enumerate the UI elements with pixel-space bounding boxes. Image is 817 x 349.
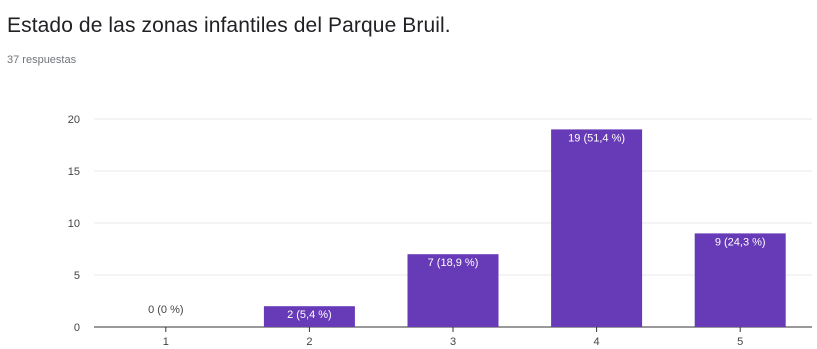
y-tick-label: 0: [74, 322, 80, 334]
data-label: 2 (5,4 %): [287, 309, 332, 321]
response-count: 37 respuestas: [7, 54, 77, 66]
data-label: 9 (24,3 %): [715, 236, 766, 248]
x-tick-label: 5: [737, 336, 743, 348]
x-tick-label: 1: [163, 336, 169, 348]
question-title: Estado de las zonas infantiles del Parqu…: [7, 14, 451, 37]
bar: [551, 129, 643, 327]
y-tick-label: 5: [74, 270, 80, 282]
bar: [407, 254, 499, 327]
y-tick-label: 20: [68, 114, 80, 126]
x-tick-label: 3: [450, 336, 456, 348]
data-label: 19 (51,4 %): [568, 132, 625, 144]
x-tick-label: 4: [594, 336, 600, 348]
x-tick-label: 2: [306, 336, 312, 348]
data-label: 0 (0 %): [148, 304, 183, 316]
bar: [263, 306, 355, 327]
y-tick-label: 15: [68, 166, 80, 178]
data-label: 7 (18,9 %): [428, 257, 479, 269]
bar: [694, 233, 786, 327]
y-tick-label: 10: [68, 218, 80, 230]
